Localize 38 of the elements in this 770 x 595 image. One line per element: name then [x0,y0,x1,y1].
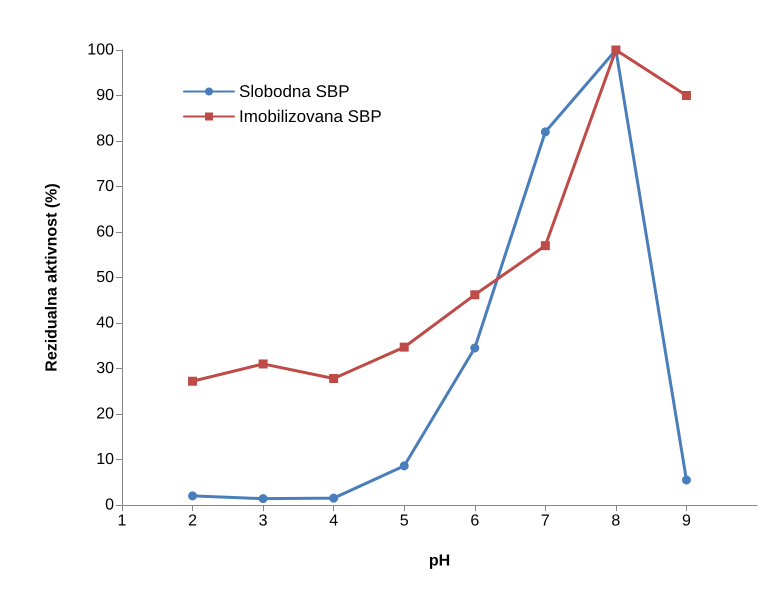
y-tick-label: 20 [96,406,114,422]
y-tick-label: 30 [96,360,114,377]
point [188,491,198,500]
point [400,342,409,352]
x-axis-title: pH [428,552,450,570]
x-tick-label: 5 [400,512,409,530]
y-tick-label: 0 [105,496,114,514]
x-tick-label: 8 [611,512,620,530]
legend-label: Slobodna SBP [239,82,350,101]
point [470,290,480,300]
point [682,475,691,484]
point [400,461,409,470]
y-tick-label: 60 [96,224,114,240]
point [258,359,268,368]
x-tick-label: 1 [118,512,127,530]
x-tick-label: 9 [682,512,691,530]
y-tick-label: 90 [96,87,114,104]
y-tick-label: 40 [96,314,114,332]
point [329,374,338,384]
legend-label: Imobilizovana SBP [239,107,382,126]
point [682,91,691,100]
x-tick-label: 2 [188,512,198,530]
point [540,127,550,136]
point [540,241,550,250]
y-tick-label: 100 [87,42,114,58]
x-tick-label: 6 [470,512,480,530]
x-tick-label: 4 [329,512,338,530]
y-tick-label: 10 [96,451,114,468]
point [329,494,338,503]
y-tick-label: 50 [96,269,114,286]
x-tick-label: 7 [540,512,550,530]
point [258,494,268,504]
point [470,344,480,353]
y-axis-title: Rezidualna aktivnost (%) [44,183,60,372]
y-tick-label: 80 [96,132,114,150]
x-tick-label: 3 [258,512,268,530]
point [188,376,198,386]
y-tick-label: 70 [96,178,114,195]
